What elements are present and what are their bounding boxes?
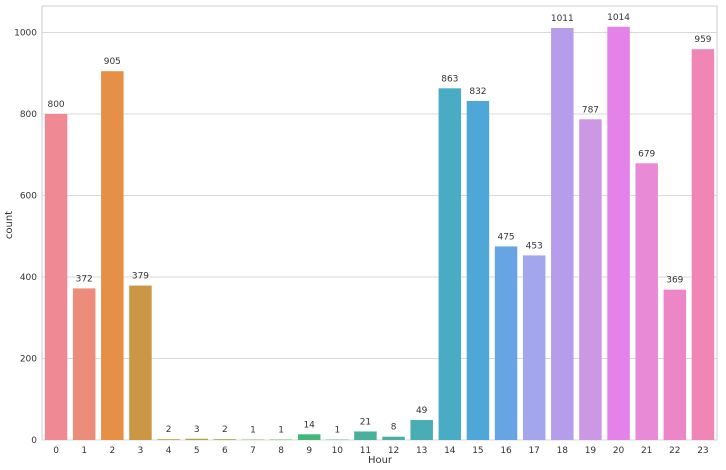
y-tick-label: 800 (20, 110, 37, 120)
y-tick-label: 600 (20, 191, 37, 201)
x-axis-ticks: 0 1 2 3 4 5 6 7 8 9 10 11 12 13 14 15 16 17 18 19 20 21 22 23 (53, 446, 708, 456)
data-label: 905 (104, 57, 121, 67)
bar-hour-0 (44, 113, 68, 441)
x-tick-label: 8 (278, 446, 284, 456)
data-label: 453 (526, 241, 543, 251)
bar-hour-6 (213, 439, 237, 440)
y-tick-label: 0 (31, 436, 37, 446)
x-tick-label: 16 (500, 446, 512, 456)
data-label: 369 (666, 276, 683, 286)
x-tick-label: 13 (416, 446, 427, 456)
bar-hour-2 (101, 71, 124, 441)
bar-hour-13 (410, 420, 433, 440)
bar-hour-23 (691, 49, 715, 441)
x-tick-label: 22 (669, 446, 680, 456)
data-label: 1 (278, 426, 284, 436)
bar-hour-3 (129, 285, 152, 440)
bar-hour-9 (297, 434, 321, 440)
bar-hour-12 (382, 436, 405, 440)
data-label: 3 (194, 425, 200, 435)
x-tick-label: 7 (250, 446, 256, 456)
data-label: 832 (469, 87, 486, 97)
bar-hour-22 (663, 289, 687, 440)
data-label: 800 (47, 100, 64, 110)
y-axis-title: count (4, 211, 15, 239)
bar-hour-20 (607, 26, 630, 440)
x-tick-label: 14 (444, 446, 456, 456)
x-tick-label: 12 (388, 446, 399, 456)
data-label: 679 (638, 149, 655, 159)
bar-hour-18 (551, 28, 574, 440)
data-label: 2 (222, 425, 228, 435)
x-tick-label: 5 (194, 446, 200, 456)
data-label: 49 (416, 406, 428, 416)
data-label: 1011 (551, 14, 574, 24)
x-tick-label: 18 (557, 446, 569, 456)
data-label: 21 (360, 417, 371, 427)
x-tick-label: 23 (697, 446, 708, 456)
bar-hour-4 (157, 439, 180, 440)
bar-hour-11 (354, 431, 377, 440)
bar-hour-5 (185, 438, 208, 440)
x-tick-label: 0 (53, 446, 59, 456)
bar-hour-19 (579, 119, 602, 440)
data-label: 959 (694, 35, 711, 45)
gridlines (42, 31, 717, 441)
x-tick-label: 20 (613, 446, 625, 456)
x-tick-label: 2 (109, 446, 115, 456)
x-tick-label: 1 (81, 446, 87, 456)
y-tick-label: 200 (20, 354, 37, 364)
x-tick-label: 19 (585, 446, 597, 456)
bars (44, 26, 715, 441)
x-tick-label: 6 (222, 446, 228, 456)
data-label: 1 (334, 426, 340, 436)
bar-hour-14 (438, 88, 462, 440)
y-tick-label: 1000 (14, 28, 37, 38)
y-axis-ticks: 0 200 400 600 800 1000 (14, 28, 37, 446)
x-axis-title: Hour (368, 455, 393, 466)
data-label: 1014 (607, 13, 630, 23)
bar-hour-15 (466, 100, 490, 441)
data-label: 379 (132, 272, 149, 282)
y-tick-label: 400 (20, 273, 37, 283)
data-label: 8 (391, 423, 397, 433)
data-label: 14 (303, 420, 315, 430)
data-label: 787 (582, 105, 599, 115)
x-tick-label: 15 (472, 446, 483, 456)
data-label: 2 (166, 425, 172, 435)
x-tick-label: 4 (166, 446, 172, 456)
x-tick-label: 17 (528, 446, 539, 456)
x-tick-label: 21 (641, 446, 652, 456)
bar-hour-21 (635, 163, 658, 440)
x-tick-label: 9 (306, 446, 312, 456)
data-label: 1 (250, 426, 256, 436)
x-tick-label: 10 (332, 446, 344, 456)
data-label: 372 (76, 274, 93, 284)
x-tick-label: 11 (360, 446, 371, 456)
x-tick-label: 3 (138, 446, 144, 456)
data-label: 475 (497, 232, 514, 242)
bar-hour-17 (522, 255, 546, 440)
bar-hour-1 (72, 288, 96, 440)
bar-hour-16 (494, 246, 518, 440)
data-label: 863 (441, 74, 458, 84)
